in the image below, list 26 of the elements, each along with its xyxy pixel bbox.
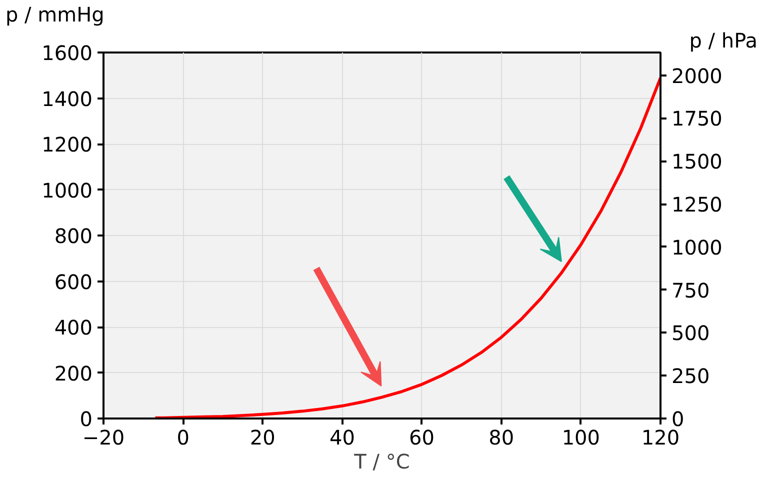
y-tick-label: 800 bbox=[54, 224, 93, 248]
line-series bbox=[154, 76, 660, 418]
y-tick-label: 600 bbox=[54, 270, 93, 294]
y-tick-label: 1000 bbox=[42, 178, 93, 202]
x-tick-label: 40 bbox=[329, 426, 355, 450]
y2-tick-label: 1000 bbox=[672, 235, 722, 260]
y2-axis-title: p / hPa bbox=[689, 28, 758, 52]
y2-tick-label: 2000 bbox=[672, 64, 722, 88]
y2-tick-label: 500 bbox=[672, 321, 710, 346]
x-tick-label: 80 bbox=[488, 426, 514, 450]
x-tick-label: 0 bbox=[176, 426, 190, 450]
y-tick-label: 400 bbox=[54, 316, 93, 340]
y2-tick-label: 1250 bbox=[672, 192, 722, 217]
x-tick-label: 20 bbox=[250, 426, 276, 450]
y2-tick-label: 750 bbox=[672, 278, 710, 302]
y-axis-title: p / mmHg bbox=[6, 2, 104, 26]
y2-tick-label: 250 bbox=[672, 364, 710, 388]
y-tick-label: 1600 bbox=[42, 41, 93, 65]
y2-tick-label: 1750 bbox=[672, 106, 722, 131]
y-tick-label: 200 bbox=[54, 361, 93, 386]
x-tick-label: 60 bbox=[409, 426, 435, 450]
x-axis-title: T / °C bbox=[353, 450, 410, 474]
y-tick-label: 1200 bbox=[42, 132, 93, 156]
x-tick-label: 100 bbox=[562, 426, 600, 450]
y2-tick-label: 1500 bbox=[672, 150, 722, 174]
y-tick-label: 1400 bbox=[42, 86, 93, 111]
